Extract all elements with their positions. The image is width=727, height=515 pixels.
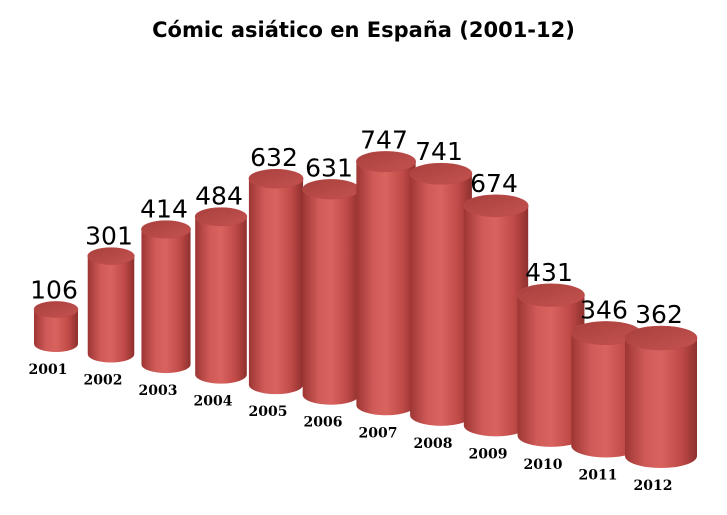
tick-label: 2005 xyxy=(249,404,288,420)
data-label: 484 xyxy=(195,182,243,211)
tick-label: 2009 xyxy=(469,446,508,462)
bar-top-cap xyxy=(194,207,248,227)
data-label: 346 xyxy=(580,295,628,324)
data-label: 301 xyxy=(85,222,133,251)
bar-body xyxy=(195,216,247,384)
bar-2006 xyxy=(302,179,360,405)
bar-body xyxy=(571,333,641,458)
bar-2010 xyxy=(517,283,585,447)
data-label: 741 xyxy=(415,137,463,166)
category-labels-layer: 2001 2002 2003 2004 2005 2006 2007 2008 2009 2010… xyxy=(29,362,673,494)
tick-label: 2001 xyxy=(29,362,68,378)
bar-body xyxy=(34,309,78,352)
tick-label: 2004 xyxy=(194,394,233,410)
bars-layer xyxy=(33,151,698,468)
data-label: 106 xyxy=(30,275,78,304)
bar-2003 xyxy=(141,220,191,374)
bar-body xyxy=(248,178,304,395)
bar-top-cap xyxy=(33,301,79,318)
bar-top-cap xyxy=(517,283,585,307)
data-label: 431 xyxy=(525,258,573,287)
bar-top-cap xyxy=(463,194,529,217)
data-label: 414 xyxy=(140,195,188,224)
tick-label: 2006 xyxy=(304,415,343,431)
bar-2011 xyxy=(570,321,642,458)
bar-body xyxy=(302,189,360,405)
bar-2007 xyxy=(356,151,416,416)
tick-label: 2007 xyxy=(359,425,398,441)
bar-top-cap xyxy=(409,162,473,185)
data-label: 631 xyxy=(305,153,353,182)
tick-label: 2010 xyxy=(524,457,563,473)
bar-body xyxy=(356,161,416,416)
bar-body xyxy=(463,205,529,437)
bar-2001 xyxy=(33,301,79,352)
tick-label: 2003 xyxy=(139,383,178,399)
bar-2004 xyxy=(194,207,248,384)
bar-top-cap xyxy=(624,325,698,351)
bar-2008 xyxy=(409,162,473,426)
data-label: 747 xyxy=(360,125,408,154)
bar-body xyxy=(625,337,697,468)
bar-2002 xyxy=(87,247,135,363)
bar-2009 xyxy=(463,194,529,437)
tick-label: 2011 xyxy=(579,467,618,483)
tick-label: 2008 xyxy=(414,436,453,452)
data-label: 632 xyxy=(250,143,298,172)
bar-body xyxy=(141,229,191,374)
bar-body xyxy=(517,295,585,447)
bar-body xyxy=(410,173,472,426)
bar-body xyxy=(87,256,135,363)
bar-top-cap xyxy=(87,247,135,265)
bar-2012 xyxy=(624,325,698,468)
bar-top-cap xyxy=(248,168,304,189)
tick-label: 2012 xyxy=(634,478,673,494)
tick-label: 2002 xyxy=(84,373,123,389)
chart-title: Cómic asiático en España (2001-12) xyxy=(152,18,575,42)
bar-top-cap xyxy=(141,220,191,239)
bar-2005 xyxy=(248,168,304,395)
data-label: 362 xyxy=(635,300,683,329)
data-label: 674 xyxy=(470,169,518,198)
bar-top-cap xyxy=(356,151,416,173)
